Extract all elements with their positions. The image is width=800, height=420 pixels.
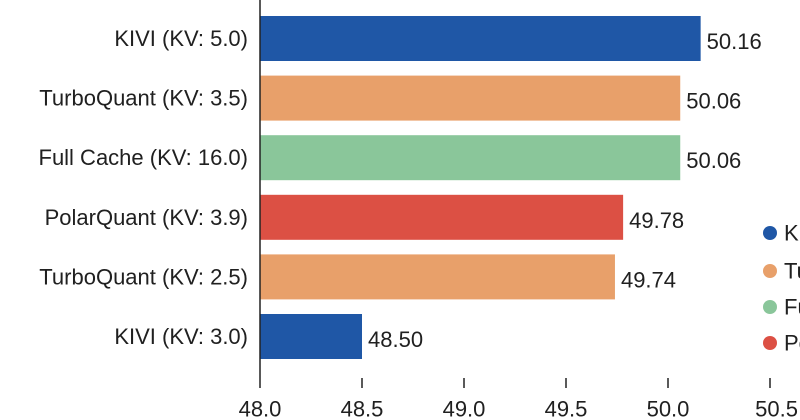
category-label-3: PolarQuant (KV: 3.9) bbox=[45, 205, 248, 230]
value-label-4: 49.74 bbox=[621, 267, 676, 292]
bar-2 bbox=[260, 135, 681, 181]
legend-label-2: Fu bbox=[784, 295, 800, 320]
x-tick-label-4: 50.0 bbox=[647, 397, 690, 420]
bars bbox=[260, 16, 701, 359]
category-labels: KIVI (KV: 5.0) TurboQuant (KV: 3.5) Full C… bbox=[39, 26, 249, 349]
legend: K Tu Fu Po bbox=[763, 221, 800, 356]
bar-0 bbox=[260, 16, 701, 61]
category-label-2: Full Cache (KV: 16.0) bbox=[39, 145, 249, 170]
bar-4 bbox=[260, 254, 615, 300]
category-label-1: TurboQuant (KV: 3.5) bbox=[39, 86, 248, 111]
x-tick-label-3: 49.5 bbox=[545, 397, 588, 420]
x-axis-ticks: 48.0 48.5 49.0 49.5 50.0 50.5 bbox=[239, 378, 798, 420]
legend-swatch-1 bbox=[763, 264, 777, 278]
bar-1 bbox=[260, 75, 681, 121]
legend-swatch-0 bbox=[763, 226, 777, 240]
x-tick-label-1: 48.5 bbox=[341, 397, 384, 420]
x-tick-label-0: 48.0 bbox=[239, 397, 282, 420]
value-labels: 50.16 50.06 50.06 49.78 49.74 48.50 bbox=[368, 29, 762, 352]
legend-label-3: Po bbox=[784, 331, 800, 356]
value-label-2: 50.06 bbox=[686, 148, 741, 173]
value-label-5: 48.50 bbox=[368, 327, 423, 352]
bar-5 bbox=[260, 314, 362, 359]
category-label-0: KIVI (KV: 5.0) bbox=[114, 26, 248, 51]
category-label-4: TurboQuant (KV: 2.5) bbox=[39, 264, 248, 289]
legend-swatch-3 bbox=[763, 336, 777, 350]
legend-label-0: K bbox=[784, 221, 799, 246]
legend-swatch-2 bbox=[763, 300, 777, 314]
value-label-0: 50.16 bbox=[707, 29, 762, 54]
x-tick-label-2: 49.0 bbox=[443, 397, 486, 420]
legend-label-1: Tu bbox=[784, 259, 800, 284]
bar-3 bbox=[260, 194, 624, 240]
value-label-1: 50.06 bbox=[686, 89, 741, 114]
x-tick-label-5: 50.5 bbox=[755, 397, 798, 420]
category-label-5: KIVI (KV: 3.0) bbox=[114, 324, 248, 349]
value-label-3: 49.78 bbox=[629, 208, 684, 233]
